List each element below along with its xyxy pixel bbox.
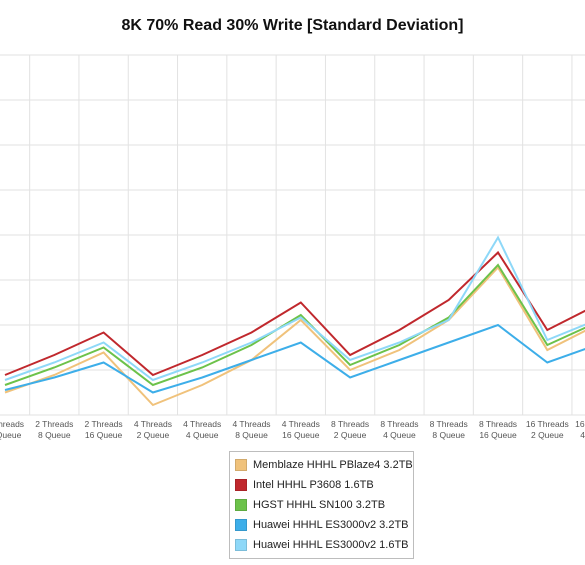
grid-lines [0,54,585,416]
legend-item[interactable]: Huawei HHHL ES3000v2 1.6TB [230,535,413,555]
series-line-memblaze-hhhl-pblaze4-3-2tb [4,265,585,407]
x-tick-label: 8 Threads 4 Queue [380,419,418,440]
x-tick-label: 16 Threads 2 Queue [526,419,569,440]
legend-swatch [235,479,247,491]
x-tick-label: 2 Threads 16 Queue [85,419,123,440]
x-tick-label: 4 Threads 4 Queue [183,419,221,440]
legend: Memblaze HHHL PBlaze4 3.2TB Intel HHHL P3… [229,451,414,559]
series-line-hgst-hhhl-sn100-3-2tb [4,263,585,387]
series-lines [4,235,585,407]
legend-swatch [235,519,247,531]
legend-label: Memblaze HHHL PBlaze4 3.2TB [253,459,413,471]
x-tick-label: 8 Threads 8 Queue [430,419,468,440]
legend-label: Intel HHHL P3608 1.6TB [253,479,374,491]
x-tick-label: 2 Threads 8 Queue [35,419,73,440]
series-line-intel-hhhl-p3608-1-6tb [4,250,585,377]
legend-swatch [235,499,247,511]
legend-item[interactable]: Intel HHHL P3608 1.6TB [230,475,413,495]
legend-item[interactable]: HGST HHHL SN100 3.2TB [230,495,413,515]
legend-label: HGST HHHL SN100 3.2TB [253,499,386,511]
legend-item[interactable]: Huawei HHHL ES3000v2 3.2TB [230,515,413,535]
x-tick-label: 4 Threads 8 Queue [232,419,270,440]
legend-swatch [235,539,247,551]
x-tick-label: 8 Threads 2 Queue [331,419,369,440]
series-line-huawei-hhhl-es3000v2-1-6tb [4,235,585,382]
legend-label: Huawei HHHL ES3000v2 1.6TB [253,539,409,551]
legend-item[interactable]: Memblaze HHHL PBlaze4 3.2TB [230,455,413,475]
legend-label: Huawei HHHL ES3000v2 3.2TB [253,519,409,531]
chart-title: 8K 70% Read 30% Write [Standard Deviatio… [121,17,464,34]
x-tick-label: 4 Threads 2 Queue [134,419,172,440]
x-tick-label: 8 Threads 16 Queue [479,419,517,440]
legend-swatch [235,459,247,471]
x-tick-label: 4 Threads 16 Queue [282,419,320,440]
series-line-huawei-hhhl-es3000v2-3-2tb [4,323,585,394]
